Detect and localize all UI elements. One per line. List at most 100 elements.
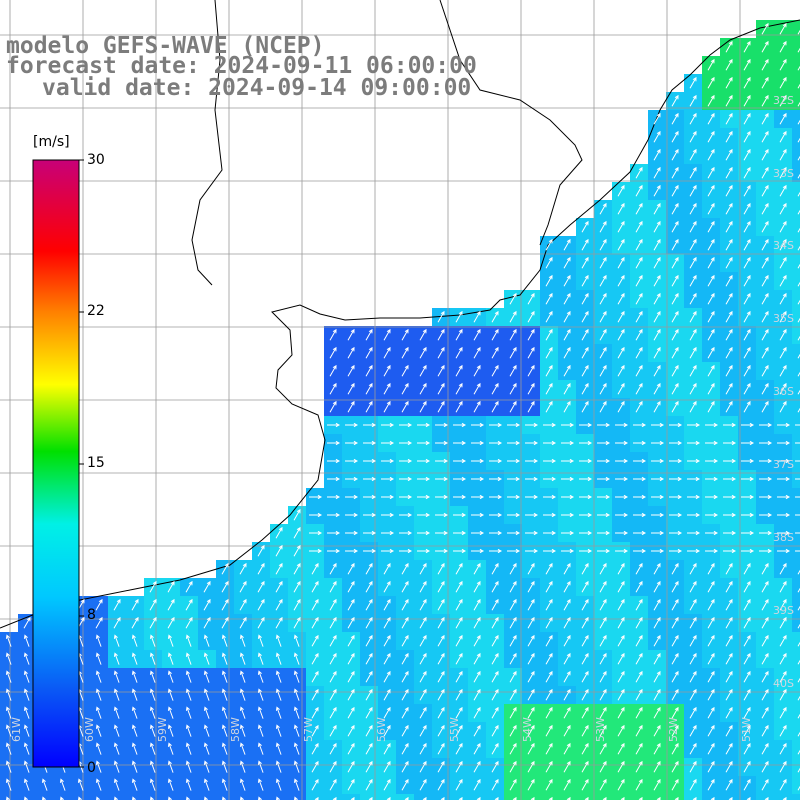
wind-arrow: [617, 202, 625, 215]
wind-arrow: [723, 476, 737, 482]
wind-arrow: [473, 310, 481, 323]
wind-arrow: [507, 458, 521, 464]
wind-arrow: [95, 634, 102, 647]
wind-arrow: [527, 328, 535, 341]
wind-arrow: [327, 458, 341, 464]
wind-arrow: [671, 328, 679, 341]
wind-arrow: [561, 458, 575, 464]
wind-arrow: [507, 422, 521, 428]
wind-arrow: [383, 346, 391, 359]
wind-arrow: [419, 562, 427, 575]
wind-cell: [216, 794, 235, 800]
wind-arrow: [797, 137, 800, 143]
wind-arrow: [365, 742, 373, 755]
wind-arrow: [437, 382, 445, 395]
wind-arrow: [383, 580, 391, 593]
wind-arrow: [635, 742, 643, 755]
wind-arrow: [581, 742, 589, 755]
wind-arrow: [761, 184, 769, 197]
wind-arrow: [725, 220, 733, 233]
wind-arrow: [149, 760, 156, 773]
wind-arrow: [671, 292, 679, 305]
wind-arrow: [635, 400, 643, 413]
wind-arrow: [653, 292, 661, 305]
wind-arrow: [5, 670, 12, 683]
wind-arrow: [797, 353, 800, 359]
wind-arrow: [635, 256, 643, 269]
wind-arrow: [743, 76, 751, 89]
wind-arrow: [221, 670, 228, 683]
wind-arrow: [779, 364, 787, 377]
wind-arrow: [633, 494, 647, 500]
wind-arrow: [635, 382, 643, 395]
colorbar-tick-22: 22: [87, 303, 105, 319]
wind-arrow: [725, 742, 733, 755]
wind-arrow: [185, 760, 192, 773]
wind-arrow: [761, 760, 769, 773]
wind-arrow: [779, 670, 787, 683]
wind-arrow: [329, 778, 337, 791]
wind-arrow: [419, 382, 427, 395]
wind-arrow: [257, 652, 264, 665]
wind-arrow: [707, 328, 715, 341]
wind-arrow: [23, 634, 30, 647]
lat-label-32s: 32S: [773, 94, 794, 107]
wind-arrow: [543, 476, 557, 482]
wind-arrow: [419, 634, 427, 647]
wind-arrow: [239, 760, 246, 773]
wind-arrow: [761, 742, 769, 755]
wind-arrow: [779, 238, 787, 251]
wind-arrow: [95, 760, 102, 773]
wind-arrow: [653, 238, 661, 251]
wind-arrow: [561, 548, 575, 554]
wind-arrow: [651, 422, 665, 428]
wind-arrow: [741, 530, 755, 536]
wind-arrow: [707, 634, 715, 647]
wind-arrow: [779, 634, 787, 647]
wind-arrow: [689, 760, 697, 773]
wind-arrow: [311, 670, 319, 683]
wind-arrow: [615, 458, 629, 464]
lat-label-40s: 40S: [773, 677, 794, 690]
wind-arrow: [275, 580, 283, 593]
wind-arrow: [437, 364, 445, 377]
wind-arrow: [563, 706, 571, 719]
wind-arrow: [221, 598, 229, 611]
wind-arrow: [471, 530, 485, 536]
wind-arrow: [453, 476, 467, 482]
wind-arrow: [473, 382, 481, 395]
wind-arrow: [491, 724, 499, 737]
wind-arrow: [329, 580, 337, 593]
colorbar-tick-30: 30: [87, 152, 105, 168]
wind-arrow: [221, 616, 229, 629]
wind-arrow: [761, 724, 769, 737]
wind-arrow: [113, 670, 120, 683]
wind-arrow: [275, 742, 282, 755]
wind-arrow: [401, 706, 409, 719]
lon-label-55w: 55W: [448, 717, 461, 742]
wind-arrow: [617, 778, 625, 791]
wind-arrow: [707, 364, 715, 377]
wind-arrow: [635, 652, 643, 665]
lon-label-61w: 61W: [10, 717, 23, 742]
wind-arrow: [327, 422, 341, 428]
wind-arrow: [797, 407, 800, 413]
wind-arrow: [653, 130, 661, 143]
wind-arrow: [545, 382, 553, 395]
wind-cell: [198, 794, 217, 800]
wind-arrow: [581, 382, 589, 395]
wind-arrow: [437, 616, 445, 629]
wind-arrow: [507, 530, 521, 536]
wind-cell: [612, 794, 631, 800]
wind-arrow: [363, 440, 377, 446]
wind-arrow: [527, 670, 535, 683]
wind-arrow: [779, 310, 787, 323]
wind-arrow: [653, 310, 661, 323]
wind-arrow: [599, 598, 607, 611]
wind-arrow: [725, 724, 733, 737]
wind-arrow: [761, 634, 769, 647]
lat-label-39s: 39S: [773, 604, 794, 617]
wind-arrow: [293, 652, 300, 665]
wind-cell: [792, 758, 800, 777]
wind-arrow: [507, 440, 521, 446]
